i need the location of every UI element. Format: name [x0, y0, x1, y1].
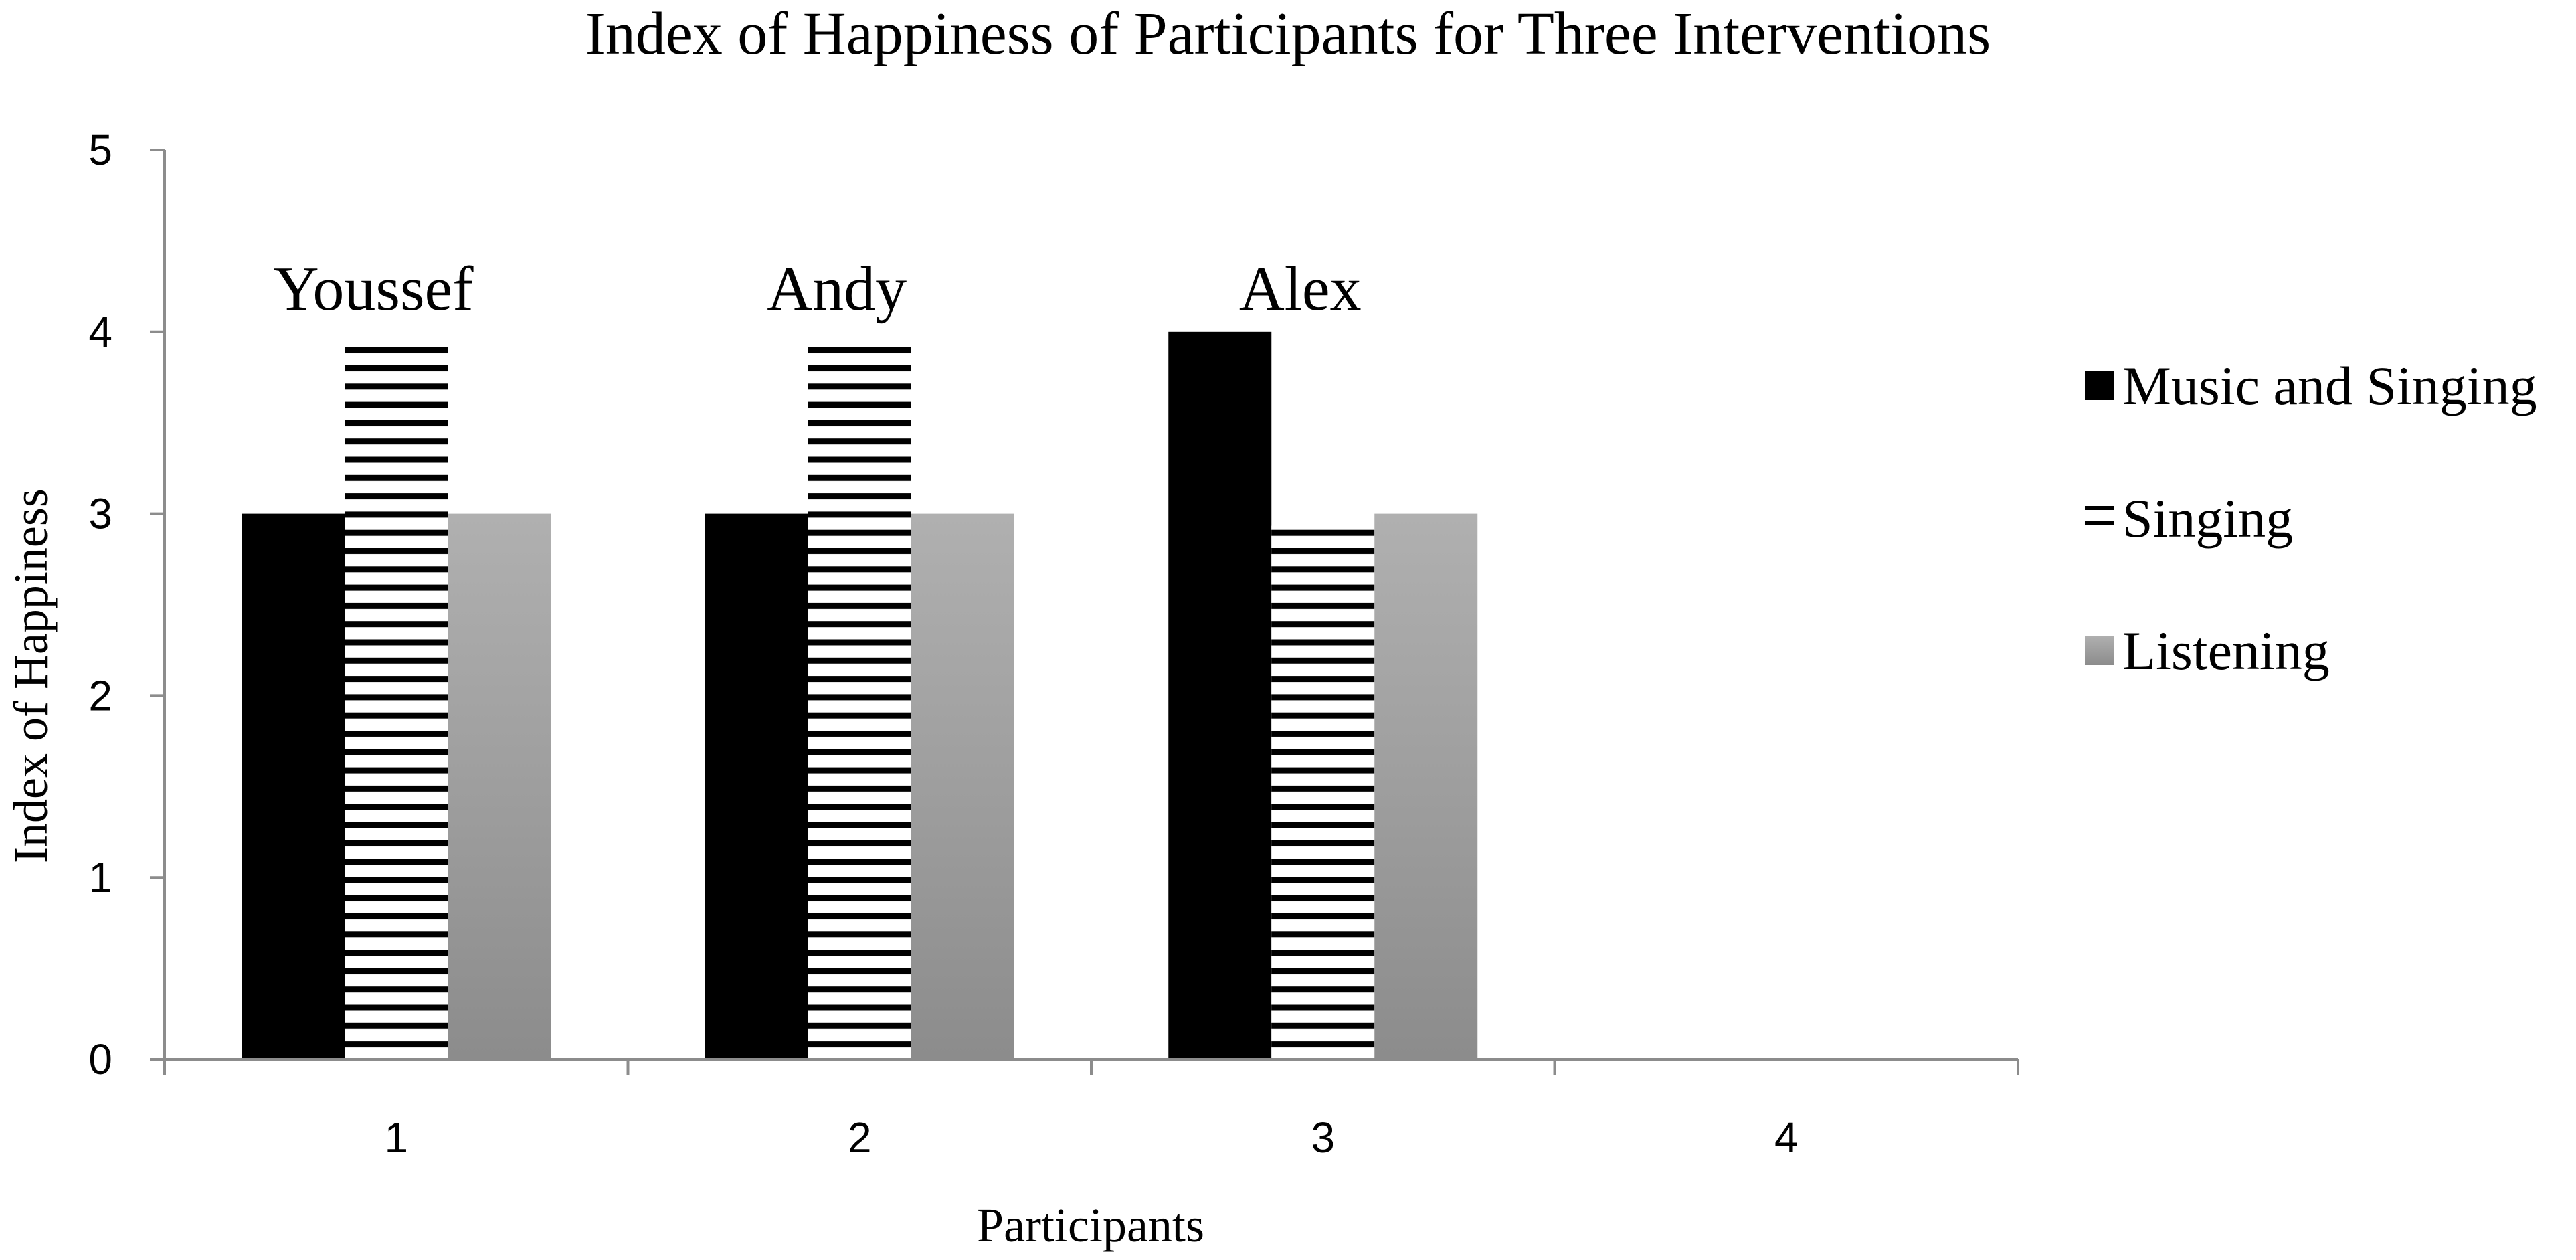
- bar: [448, 513, 551, 1059]
- x-tick-label: 1: [384, 1113, 408, 1162]
- bar: [1374, 513, 1478, 1059]
- x-axis-label: Participants: [977, 1198, 1204, 1252]
- x-tick-label: 2: [848, 1113, 872, 1162]
- x-tick-label: 3: [1311, 1113, 1335, 1162]
- x-tick-label: 4: [1774, 1113, 1799, 1162]
- y-tick-label: 0: [88, 1035, 112, 1083]
- bar: [345, 343, 448, 1059]
- legend-label: Music and Singing: [2122, 355, 2537, 416]
- legend-swatch: [2085, 636, 2114, 665]
- bar: [808, 343, 911, 1059]
- y-tick-label: 4: [88, 308, 112, 356]
- legend-swatch: [2085, 371, 2114, 400]
- legend-label: Singing: [2122, 488, 2293, 549]
- participant-label: Alex: [1239, 254, 1362, 324]
- legend-label: Listening: [2122, 620, 2330, 681]
- participant-label: Andy: [767, 254, 907, 324]
- legend: Music and Singing Singing Listening: [2085, 355, 2537, 681]
- legend-swatch: [2085, 506, 2114, 510]
- y-axis-label: Index of Happiness: [4, 488, 58, 863]
- bar: [705, 513, 808, 1059]
- bar: [911, 513, 1014, 1059]
- participant-label: Youssef: [274, 254, 474, 324]
- bar: [1271, 525, 1375, 1059]
- annotations: Youssef Andy Alex: [274, 254, 1362, 324]
- bars: [242, 331, 1478, 1059]
- y-tick-label: 3: [88, 490, 112, 538]
- bar: [242, 513, 345, 1059]
- bar: [1168, 331, 1272, 1059]
- y-tick-label: 2: [88, 671, 112, 719]
- y-tick-label: 5: [88, 126, 112, 174]
- y-tick-label: 1: [88, 853, 112, 901]
- legend-swatch: [2085, 521, 2114, 525]
- chart-title: Index of Happiness of Participants for T…: [585, 1, 1991, 67]
- axes: 0 1 2 3 4 5 1 2 3 4: [88, 126, 2019, 1162]
